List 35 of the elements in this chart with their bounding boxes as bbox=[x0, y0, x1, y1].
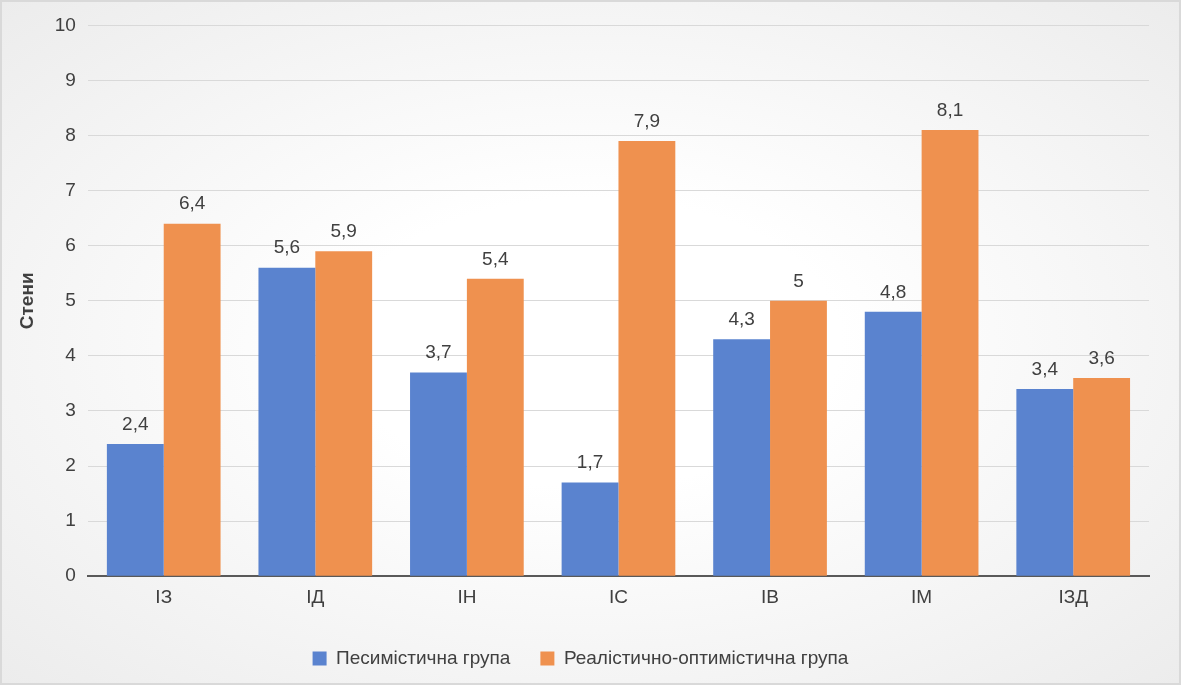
data-label: 3,4 bbox=[1031, 357, 1059, 379]
x-tick-label: ІВ bbox=[761, 585, 780, 607]
y-tick-label: 4 bbox=[65, 344, 77, 366]
x-tick-label: ІН bbox=[457, 585, 477, 607]
y-tick-label: 6 bbox=[65, 233, 76, 255]
data-label: 4,8 bbox=[880, 280, 907, 302]
data-label: 5 bbox=[793, 269, 804, 291]
data-label: 3,7 bbox=[425, 341, 452, 363]
x-tick-label: ІЗД bbox=[1058, 585, 1089, 607]
data-label: 2,4 bbox=[122, 412, 149, 434]
x-tick-label: ІМ bbox=[911, 585, 933, 607]
data-label: 6,4 bbox=[178, 192, 206, 214]
y-tick-label: 10 bbox=[54, 13, 76, 35]
data-label: 5,9 bbox=[330, 219, 357, 241]
data-label: 1,7 bbox=[576, 451, 604, 473]
x-tick-label: ІС bbox=[608, 585, 628, 607]
y-tick-label: 2 bbox=[65, 454, 76, 476]
x-tick-label: ІД bbox=[306, 585, 325, 607]
data-label: 5,6 bbox=[273, 236, 301, 258]
legend-label: Реалістично-оптимістична група bbox=[563, 646, 849, 668]
legend-label: Песимістична група bbox=[336, 646, 511, 668]
data-label: 3,6 bbox=[1088, 346, 1115, 368]
y-tick-label: 3 bbox=[65, 399, 76, 421]
x-tick-label: ІЗ bbox=[155, 585, 173, 607]
y-tick-label: 1 bbox=[65, 509, 76, 531]
data-label: 5,4 bbox=[482, 247, 509, 269]
data-label: 8,1 bbox=[936, 98, 964, 120]
y-tick-label: 8 bbox=[65, 123, 76, 145]
y-tick-label: 5 bbox=[65, 289, 76, 311]
y-tick-label: 0 bbox=[65, 564, 76, 586]
data-label: 7,9 bbox=[633, 109, 661, 131]
y-axis-title: Стени bbox=[15, 272, 37, 330]
y-tick-label: 9 bbox=[65, 68, 76, 90]
y-tick-label: 7 bbox=[65, 178, 76, 200]
data-label: 4,3 bbox=[728, 308, 755, 330]
